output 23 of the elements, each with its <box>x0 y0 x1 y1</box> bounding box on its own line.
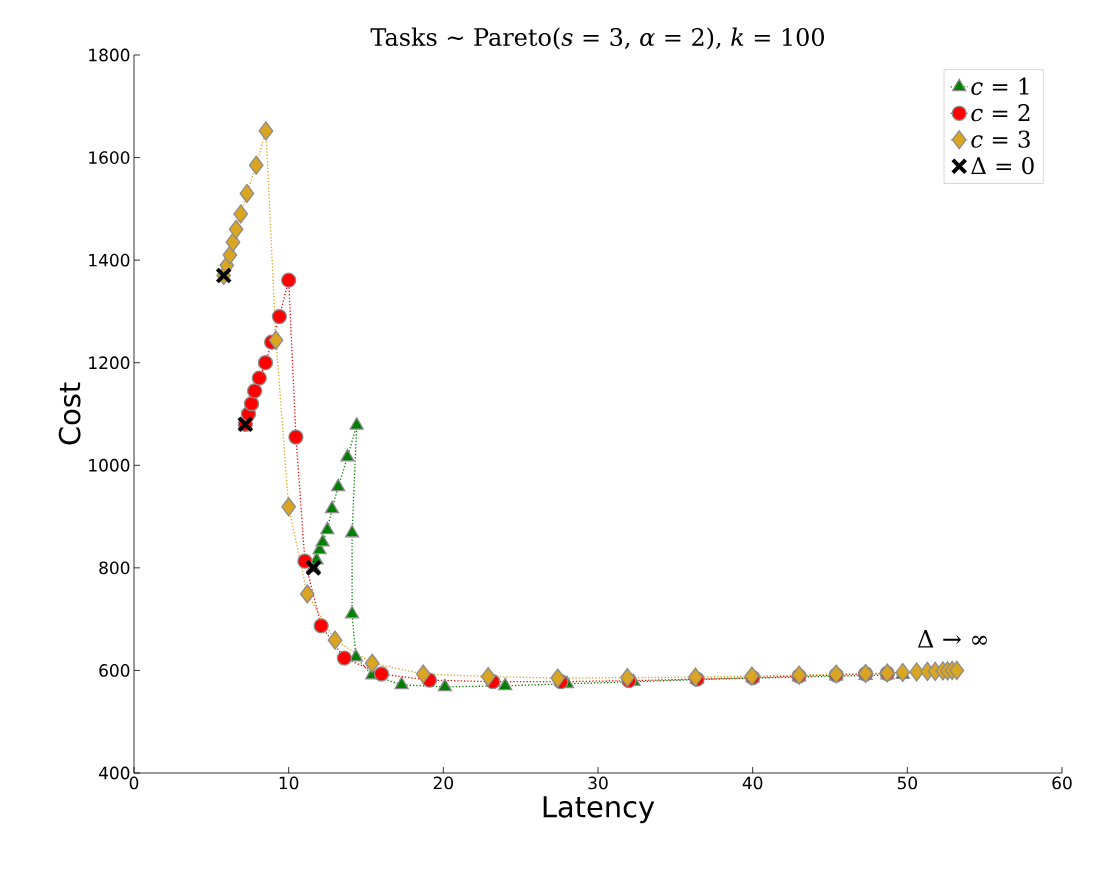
y-tick-label: 1600 <box>89 151 130 164</box>
y-tick-label: 600 <box>99 664 130 677</box>
y-tick-label: 1400 <box>89 253 130 267</box>
legend-label: c = 3 <box>971 130 1030 148</box>
x-tick-label: 20 <box>433 776 453 790</box>
legend-label: Δ = 0 <box>971 157 1034 175</box>
x-tick-label: 50 <box>897 776 917 790</box>
y-tick-label: 1000 <box>89 458 130 472</box>
x-tick-label: 0 <box>129 776 139 790</box>
y-tick-label: 400 <box>98 766 130 780</box>
y-tick-label: 800 <box>99 561 130 575</box>
legend-label: c = 2 <box>971 104 1030 122</box>
x-tick-label: 40 <box>742 776 763 790</box>
chart-title: Tasks ∼ Pareto(s = 3, α = 2), k = 100 <box>370 27 824 50</box>
y-tick-label: 1800 <box>89 48 130 62</box>
x-tick-label: 30 <box>588 776 608 790</box>
y-axis-title: Cost <box>58 382 81 445</box>
x-tick-label: 10 <box>279 776 299 790</box>
legend-label: c = 1 <box>971 77 1029 95</box>
annotation: Δ → ∞ <box>917 630 987 648</box>
x-tick-label: 60 <box>1052 776 1072 790</box>
x-axis-title: Latency <box>543 796 655 824</box>
y-tick-label: 1200 <box>89 356 130 370</box>
